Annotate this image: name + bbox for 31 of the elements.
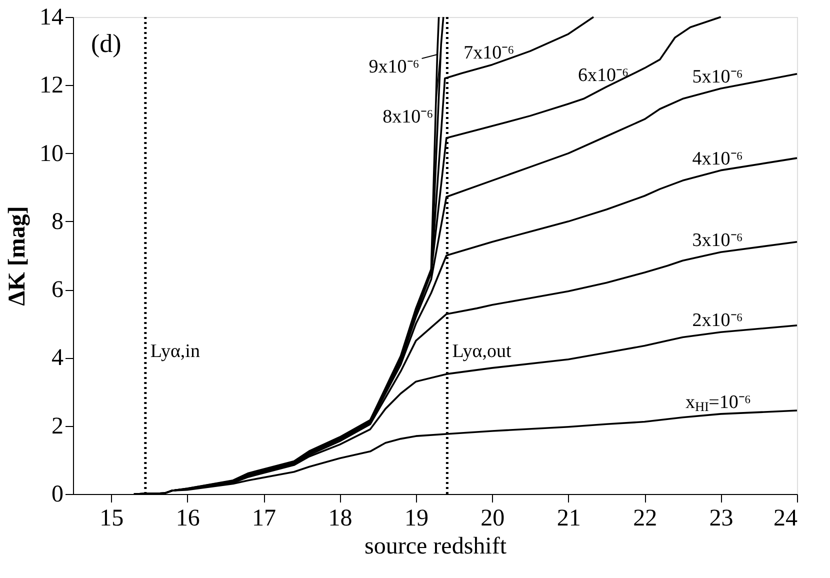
y-tick-label: 4: [52, 345, 64, 372]
x-tick-label: 18: [328, 506, 352, 532]
annotation: 6x10⁻⁶: [578, 64, 629, 86]
y-tick-label: 2: [52, 413, 64, 440]
x-tick-label: 21: [556, 506, 581, 532]
x-tick-label: 23: [709, 506, 734, 532]
y-tick-label: 12: [40, 72, 64, 99]
x-tick-label: 24: [774, 506, 798, 532]
annotation: 4x10⁻⁶: [692, 148, 743, 170]
y-tick-label: 0: [52, 482, 64, 508]
x-tick-label: 19: [404, 506, 428, 532]
x-tick-label: 20: [480, 506, 505, 532]
y-axis-title: ΔK [mag]: [4, 206, 30, 306]
y-tick-label: 6: [52, 277, 64, 304]
x-tick-label: 16: [176, 506, 200, 532]
annotation: 5x10⁻⁶: [692, 66, 743, 88]
y-tick-label: 8: [52, 208, 64, 235]
x-axis-title: source redshift: [364, 534, 507, 560]
ref-line-label: Lyα,out: [452, 340, 512, 362]
x-tick-label: 22: [633, 506, 658, 532]
annotation: 2x10⁻⁶: [692, 310, 743, 332]
annotation: 7x10⁻⁶: [464, 42, 514, 64]
annotation: 9x10⁻⁶: [368, 56, 420, 78]
y-tick-label: 14: [40, 4, 64, 30]
annotation: 3x10⁻⁶: [692, 230, 743, 252]
y-tick-label: 10: [40, 140, 64, 167]
x-tick-label: 17: [252, 506, 276, 532]
annotation: (d): [91, 29, 122, 58]
ref-line-label: Lyα,in: [150, 340, 200, 362]
x-tick-label: 15: [100, 506, 124, 532]
annotation: 8x10⁻⁶: [382, 106, 434, 128]
